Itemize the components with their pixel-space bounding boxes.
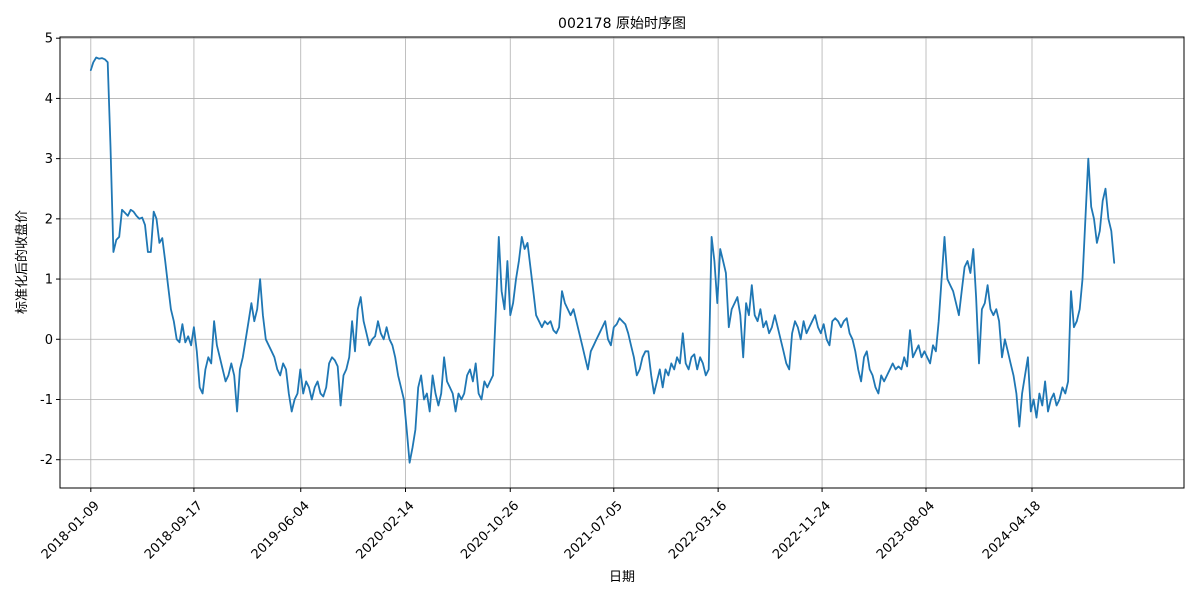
y-tick-label: 2 bbox=[45, 212, 53, 227]
plot-frame bbox=[59, 36, 1185, 489]
y-axis-label: 标准化后的收盘价 bbox=[14, 210, 30, 314]
y-tick-label: -2 bbox=[40, 453, 53, 468]
chart-title: 002178 原始时序图 bbox=[558, 16, 686, 32]
x-axis-label: 日期 bbox=[609, 570, 635, 585]
series-layer bbox=[89, 56, 1116, 464]
grid-lines bbox=[60, 37, 1184, 488]
y-tick-label: 5 bbox=[45, 32, 53, 47]
y-tick-label: 0 bbox=[45, 333, 53, 348]
y-axis-ticks: -2 -1 0 1 2 3 4 5 bbox=[40, 32, 60, 468]
series-line bbox=[89, 56, 1116, 464]
y-tick-label: -1 bbox=[40, 393, 53, 408]
y-tick-label: 3 bbox=[45, 152, 53, 167]
y-tick-label: 1 bbox=[45, 273, 53, 288]
y-tick-label: 4 bbox=[45, 92, 53, 107]
